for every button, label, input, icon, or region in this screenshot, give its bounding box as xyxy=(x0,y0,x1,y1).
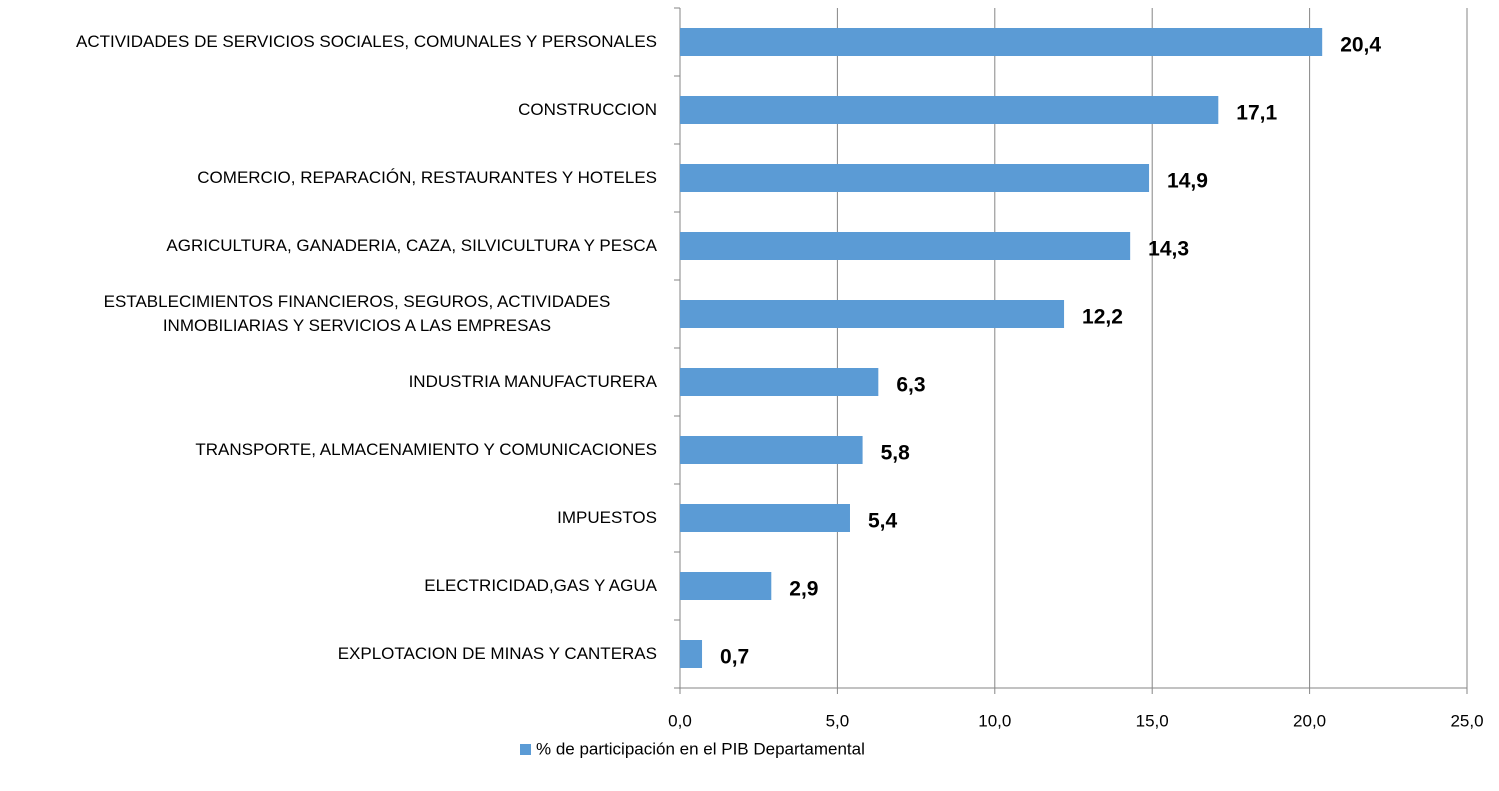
y-tick-label-box: IMPUESTOS xyxy=(0,484,657,552)
y-tick-label: INDUSTRIA MANUFACTURERA xyxy=(408,372,657,391)
bar xyxy=(680,164,1150,192)
x-tick-label: 0,0 xyxy=(668,711,692,730)
value-label: 14,9 xyxy=(1167,170,1208,193)
y-tick-label: AGRICULTURA, GANADERIA, CAZA, SILVICULTU… xyxy=(166,236,657,255)
value-label: 6,3 xyxy=(896,374,925,397)
x-tick-label: 5,0 xyxy=(826,711,850,730)
y-tick-label: TRANSPORTE, ALMACENAMIENTO Y COMUNICACIO… xyxy=(195,440,657,459)
bar xyxy=(680,640,703,668)
y-tick-label: COMERCIO, REPARACIÓN, RESTAURANTES Y HOT… xyxy=(197,168,657,187)
y-tick-label-box: ESTABLECIMIENTOS FINANCIEROS, SEGUROS, A… xyxy=(0,280,657,348)
value-label: 20,4 xyxy=(1340,34,1381,57)
bar xyxy=(680,28,1323,56)
bar xyxy=(680,436,863,464)
legend-swatch xyxy=(520,744,531,755)
y-tick-label-box: CONSTRUCCION xyxy=(0,76,657,144)
y-tick-label-box: TRANSPORTE, ALMACENAMIENTO Y COMUNICACIO… xyxy=(0,416,657,484)
value-label: 12,2 xyxy=(1082,306,1123,329)
bar xyxy=(680,96,1219,124)
y-tick-label: ELECTRICIDAD,GAS Y AGUA xyxy=(424,576,657,595)
bar xyxy=(680,300,1065,328)
y-tick-label: CONSTRUCCION xyxy=(518,100,657,119)
value-label: 5,4 xyxy=(868,510,898,533)
y-tick-label-box: ELECTRICIDAD,GAS Y AGUA xyxy=(0,552,657,620)
y-tick-label-box: AGRICULTURA, GANADERIA, CAZA, SILVICULTU… xyxy=(0,212,657,280)
x-tick-label: 15,0 xyxy=(1136,711,1169,730)
y-tick-label: ACTIVIDADES DE SERVICIOS SOCIALES, COMUN… xyxy=(75,32,657,51)
value-label: 17,1 xyxy=(1236,102,1277,125)
bar xyxy=(680,572,772,600)
x-tick-label: 25,0 xyxy=(1450,711,1483,730)
value-label: 2,9 xyxy=(789,578,818,601)
y-tick-label-box: INDUSTRIA MANUFACTURERA xyxy=(0,348,657,416)
y-tick-label: EXPLOTACION DE MINAS Y CANTERAS xyxy=(337,644,657,663)
value-label: 0,7 xyxy=(720,646,749,669)
y-tick-label-box: COMERCIO, REPARACIÓN, RESTAURANTES Y HOT… xyxy=(0,144,657,212)
x-tick-label: 10,0 xyxy=(978,711,1011,730)
value-label: 14,3 xyxy=(1148,238,1189,261)
bar xyxy=(680,368,879,396)
y-tick-label: ESTABLECIMIENTOS FINANCIEROS, SEGUROS, A… xyxy=(103,292,611,335)
bar xyxy=(680,232,1131,260)
value-label: 5,8 xyxy=(881,442,911,465)
legend-label: % de participación en el PIB Departament… xyxy=(536,739,865,758)
y-tick-label-box: ACTIVIDADES DE SERVICIOS SOCIALES, COMUN… xyxy=(0,8,657,76)
x-tick-label: 20,0 xyxy=(1293,711,1326,730)
y-tick-label-box: EXPLOTACION DE MINAS Y CANTERAS xyxy=(0,620,657,688)
bar xyxy=(680,504,850,532)
y-tick-label: IMPUESTOS xyxy=(557,508,657,527)
